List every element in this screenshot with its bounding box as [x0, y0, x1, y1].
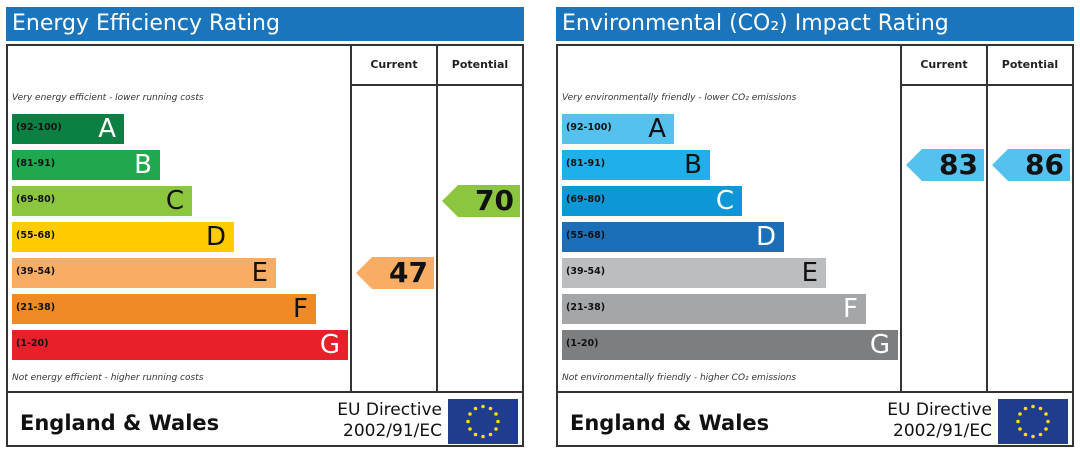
rating-band-c: (69-80) C: [12, 186, 192, 216]
band-letter: E: [801, 258, 818, 288]
eu-directive-line1: EU Directive: [337, 400, 442, 420]
chart-title: Energy Efficiency Rating: [6, 7, 524, 41]
current-rating-arrow-shape: [906, 149, 984, 181]
bottom-note: Not energy efficient - higher running co…: [12, 373, 204, 383]
band-range-label: (92-100): [566, 122, 612, 133]
rating-band-b: (81-91) B: [562, 150, 710, 180]
rating-band-d: (55-68) D: [12, 222, 234, 252]
band-letter: E: [251, 258, 268, 288]
band-range-label: (1-20): [566, 338, 599, 349]
band-letter: F: [843, 294, 858, 324]
band-range-label: (81-91): [566, 158, 606, 169]
potential-rating-arrow: 70: [442, 185, 520, 217]
column-header-potential: Potential: [451, 58, 509, 71]
rating-frame: Current Potential Very environmentally fri…: [556, 44, 1074, 447]
bottom-note: Not environmentally friendly - higher CO…: [562, 373, 797, 383]
current-rating-arrow-value: 47: [389, 256, 428, 289]
band-range-label: (55-68): [16, 230, 56, 241]
eu-flag-icon: [448, 399, 518, 444]
band-letter: G: [319, 330, 340, 360]
rating-band-e: (39-54) E: [562, 258, 826, 288]
band-range-label: (1-20): [16, 338, 49, 349]
band-range-label: (92-100): [16, 122, 62, 133]
chart-title: Environmental (CO₂) Impact Rating: [556, 7, 1074, 41]
band-range-label: (39-54): [16, 266, 56, 277]
top-note: Very environmentally friendly - lower CO…: [562, 93, 797, 103]
current-rating-arrow-value: 83: [939, 148, 978, 181]
rating-band-f: (21-38) F: [562, 294, 866, 324]
column-header-potential: Potential: [1001, 58, 1059, 71]
header-divider: [900, 84, 1072, 86]
rating-band-e: (39-54) E: [12, 258, 276, 288]
current-rating-arrow: 47: [356, 257, 434, 289]
footer-divider: [558, 391, 1072, 393]
header-divider: [350, 84, 522, 86]
rating-band-d: (55-68) D: [562, 222, 784, 252]
band-letter: C: [715, 186, 734, 216]
potential-rating-arrow-shape: [442, 185, 520, 217]
band-range-label: (21-38): [566, 302, 606, 313]
column-divider: [900, 46, 902, 391]
potential-rating-arrow-value: 70: [475, 184, 514, 217]
potential-rating-arrow-value: 86: [1025, 148, 1064, 181]
band-range-label: (21-38): [16, 302, 56, 313]
band-letter: D: [205, 222, 226, 252]
region-label: England & Wales: [570, 411, 770, 435]
top-note: Very energy efficient - lower running co…: [12, 93, 204, 103]
rating-band-g: (1-20) G: [562, 330, 898, 360]
environmental-impact-chart: Environmental (CO₂) Impact Rating Current…: [556, 7, 1074, 447]
rating-band-g: (1-20) G: [12, 330, 348, 360]
column-header-current: Current: [370, 58, 418, 71]
band-letter: B: [684, 150, 702, 180]
region-label: England & Wales: [20, 411, 220, 435]
column-divider: [350, 46, 352, 391]
potential-rating-arrow: 86: [992, 149, 1070, 181]
eu-directive-label: EU Directive 2002/91/EC: [887, 400, 992, 442]
column-divider: [986, 46, 988, 391]
rating-band-a: (92-100) A: [562, 114, 674, 144]
band-range-label: (69-80): [16, 194, 56, 205]
rating-band-f: (21-38) F: [12, 294, 316, 324]
band-letter: A: [648, 114, 666, 144]
band-letter: D: [755, 222, 776, 252]
eu-directive-line2: 2002/91/EC: [893, 421, 992, 441]
eu-directive-line1: EU Directive: [887, 400, 992, 420]
rating-band-c: (69-80) C: [562, 186, 742, 216]
band-letter: B: [134, 150, 152, 180]
band-letter: A: [98, 114, 116, 144]
energy-efficiency-chart: Energy Efficiency Rating Current Potential…: [6, 7, 524, 447]
band-range-label: (39-54): [566, 266, 606, 277]
eu-flag-icon: [998, 399, 1068, 444]
eu-directive-label: EU Directive 2002/91/EC: [337, 400, 442, 442]
band-letter: C: [165, 186, 184, 216]
current-rating-arrow: 83: [906, 149, 984, 181]
rating-band-a: (92-100) A: [12, 114, 124, 144]
band-range-label: (69-80): [566, 194, 606, 205]
eu-directive-line2: 2002/91/EC: [343, 421, 442, 441]
band-letter: G: [869, 330, 890, 360]
band-range-label: (81-91): [16, 158, 56, 169]
rating-frame: Current Potential Very energy efficient - …: [6, 44, 524, 447]
column-header-current: Current: [920, 58, 968, 71]
rating-band-b: (81-91) B: [12, 150, 160, 180]
column-divider: [436, 46, 438, 391]
current-rating-arrow-shape: [356, 257, 434, 289]
band-letter: F: [293, 294, 308, 324]
footer-divider: [8, 391, 522, 393]
potential-rating-arrow-shape: [992, 149, 1070, 181]
band-range-label: (55-68): [566, 230, 606, 241]
